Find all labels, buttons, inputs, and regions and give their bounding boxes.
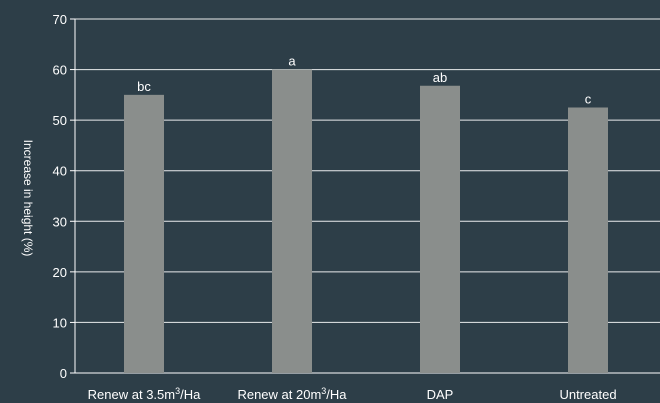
bar-significance-label: c	[585, 92, 592, 107]
y-tick-label: 10	[53, 315, 67, 330]
bar	[124, 94, 164, 373]
bar-significance-label: ab	[433, 70, 447, 85]
bar-significance-label: a	[288, 54, 296, 69]
x-category-label: Untreated	[559, 387, 616, 402]
y-tick-label: 60	[53, 63, 67, 78]
y-tick-label: 40	[53, 164, 67, 179]
bar	[568, 107, 608, 373]
bar-significance-label: bc	[137, 79, 151, 94]
y-tick-label: 70	[53, 12, 67, 27]
grid	[75, 18, 660, 323]
y-tick-label: 30	[53, 214, 67, 229]
labels: bc Renew at 3.5m3/Ha a Renew at 20m3/Ha ab DA…	[88, 54, 617, 402]
x-category-label: Renew at 20m3/Ha	[237, 386, 347, 402]
y-tick-label: 20	[53, 265, 67, 280]
bar	[272, 69, 312, 374]
y-tick-label: 50	[53, 113, 67, 128]
x-category-label: DAP	[427, 387, 454, 402]
x-category-label: Renew at 3.5m3/Ha	[88, 386, 201, 402]
y-tick-label: 0	[60, 366, 67, 381]
bars	[124, 69, 608, 374]
axes: 0 10 20 30 40 50 60 70	[53, 12, 660, 381]
y-axis-title: Increase in height (%)	[21, 140, 35, 257]
bar	[420, 85, 460, 374]
